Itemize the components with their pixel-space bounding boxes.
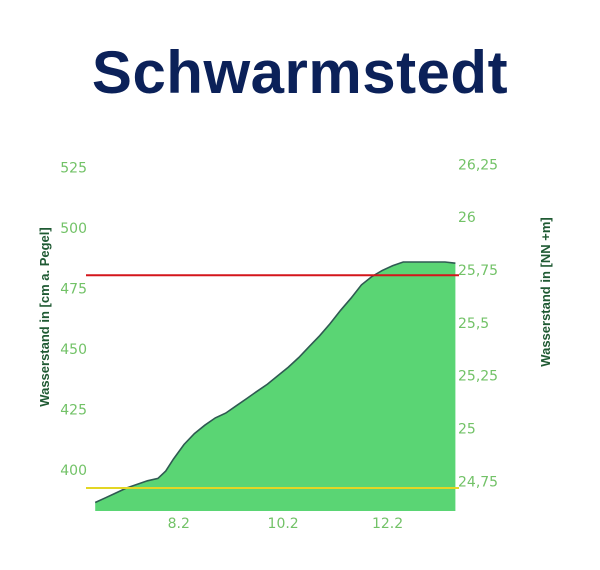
y-tick-label-left: 475 xyxy=(60,282,87,298)
y-tick-label-right: 24,75 xyxy=(458,474,498,490)
y-tick-label-left: 400 xyxy=(60,463,87,479)
y-tick-label-left: 450 xyxy=(60,342,87,358)
y-tick-label-left: 525 xyxy=(60,161,87,177)
y-axis-title-left: Wasserstand in [cm a. Pegel] xyxy=(37,227,52,406)
y-tick-label-right: 25 xyxy=(458,422,476,438)
y-tick-label-left: 500 xyxy=(60,221,87,237)
y-tick-label-right: 26,25 xyxy=(458,157,498,173)
x-tick-label: 8.2 xyxy=(168,516,190,532)
x-tick-label: 12.2 xyxy=(372,516,403,532)
x-tick-label: 10.2 xyxy=(268,516,299,532)
y-tick-label-right: 25,75 xyxy=(458,263,498,279)
y-tick-label-left: 425 xyxy=(60,402,87,418)
y-tick-label-right: 26 xyxy=(458,210,476,226)
chart-title: Schwarmstedt xyxy=(91,39,509,106)
y-axis-title-right: Wasserstand in [NN +m] xyxy=(538,217,553,366)
y-tick-label-right: 25,5 xyxy=(458,316,489,332)
y-tick-label-right: 25,25 xyxy=(458,369,498,385)
water-level-area xyxy=(95,262,456,511)
water-level-line xyxy=(94,261,456,504)
